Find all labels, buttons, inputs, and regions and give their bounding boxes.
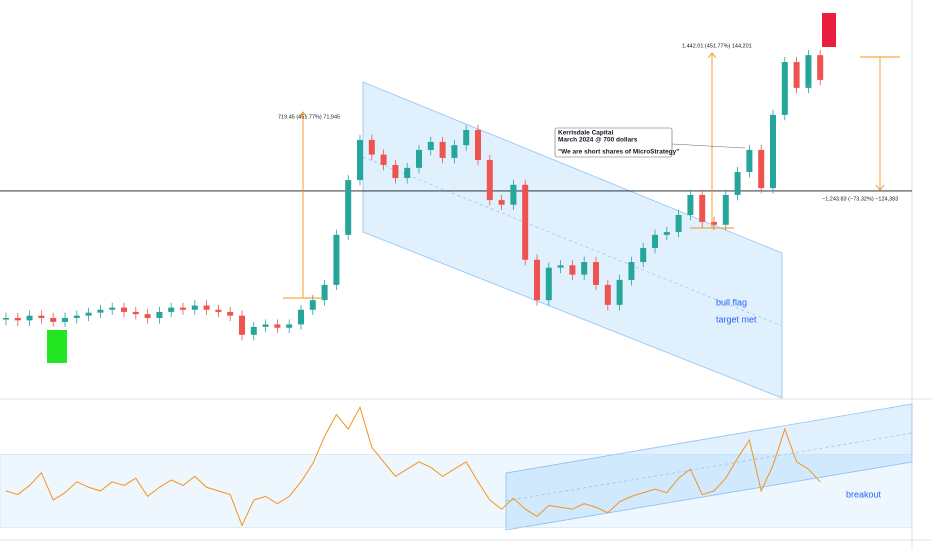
candle-body	[675, 214, 682, 233]
measure-label: 719.45 (451.77%) 71,945	[278, 114, 340, 120]
candle-body	[734, 172, 741, 195]
candle-body	[180, 307, 186, 310]
candle-body	[628, 262, 635, 280]
candle-body	[309, 300, 316, 310]
callout-pointer	[671, 143, 746, 149]
candle-body	[250, 326, 257, 335]
candle-body	[805, 55, 812, 88]
candle-body	[463, 129, 470, 146]
candle-body	[380, 154, 387, 165]
candle-body	[557, 265, 564, 268]
candle-body	[793, 62, 800, 88]
candle-body	[109, 307, 116, 310]
measure-arrows	[283, 52, 900, 299]
candle-body	[191, 305, 198, 310]
candle-body	[298, 309, 304, 325]
candle-body	[62, 317, 68, 322]
candle-body	[227, 311, 234, 316]
candle-body	[156, 311, 163, 318]
candle-body	[368, 139, 375, 155]
candle-body	[357, 139, 363, 181]
candle-body	[663, 232, 670, 235]
candle-body	[758, 149, 765, 189]
candle-body	[581, 262, 588, 275]
candle-body	[97, 309, 104, 313]
candle-body	[616, 279, 623, 305]
measure-label: 1,442.01 (451.77%) 144,201	[682, 43, 752, 49]
note: bull flag	[716, 297, 747, 307]
callout-text: "We are short shares of MicroStrategy"	[558, 149, 679, 156]
candle-body	[203, 305, 210, 310]
callout-text: March 2024 @ 700 dollars	[558, 137, 638, 144]
candle-body	[321, 284, 328, 301]
candle-body	[121, 307, 127, 312]
signal-box	[822, 13, 836, 47]
candle-body	[262, 324, 269, 327]
rsi-band	[0, 454, 913, 528]
candle-body	[451, 145, 458, 158]
candle-body	[534, 259, 540, 301]
candle-body	[333, 234, 340, 285]
candle-body	[392, 164, 399, 179]
candle-body	[38, 315, 45, 318]
candle-body	[593, 262, 599, 285]
candle-body	[427, 141, 434, 150]
candle-body	[699, 194, 706, 222]
candle-body	[510, 184, 517, 205]
candle-body	[345, 180, 352, 235]
candle-body	[652, 234, 658, 248]
candle-body	[416, 149, 422, 168]
candle-body	[711, 221, 717, 225]
candle-body	[404, 167, 411, 179]
candle-body	[687, 194, 694, 215]
callout-text: Kerrisdale Capital	[558, 130, 613, 137]
candle-body	[569, 265, 576, 275]
candle-body	[274, 324, 281, 328]
candle-body	[486, 159, 493, 201]
candle-body	[522, 184, 529, 260]
note: breakout	[846, 489, 882, 499]
callout-box	[554, 127, 673, 158]
rsi-line	[5, 405, 821, 527]
candle-body	[168, 307, 175, 312]
candle-body	[498, 200, 505, 205]
signal-box	[47, 330, 67, 363]
candle-body	[215, 309, 222, 312]
candle-body	[26, 315, 33, 321]
candle-body	[132, 311, 139, 315]
candle-body	[722, 194, 729, 225]
measure-label: −1,243.83 (−73.32%) −124,383	[822, 196, 898, 202]
candle-body	[604, 284, 611, 305]
candle-body	[3, 317, 9, 320]
candle-body	[770, 114, 776, 189]
flag-channel	[362, 81, 783, 399]
candle-body	[746, 149, 753, 173]
candle-body	[73, 315, 80, 318]
candle-body	[144, 314, 151, 318]
candle-body	[640, 247, 647, 263]
candle-body	[239, 315, 245, 335]
candle-body	[545, 267, 552, 301]
candle-body	[50, 317, 57, 322]
candle-body	[475, 129, 481, 160]
candle-body	[781, 62, 788, 115]
candle-body	[14, 317, 21, 321]
candle-body	[817, 55, 824, 80]
rsi-channel-midline	[505, 432, 913, 502]
candle-body	[286, 324, 293, 328]
note: target met	[716, 314, 757, 324]
candle-body	[439, 141, 446, 158]
candle-body	[85, 312, 92, 316]
